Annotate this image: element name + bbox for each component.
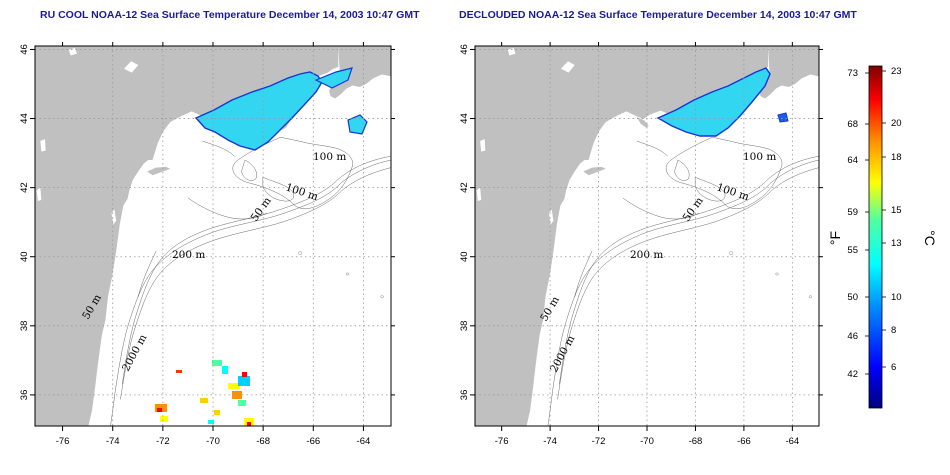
lon-tick-label: -68 <box>689 436 703 447</box>
colorbar-gradient <box>868 65 883 409</box>
lon-tick-label: -68 <box>256 436 270 447</box>
lat-tick-label: 42 <box>459 182 470 193</box>
lat-tick-label: 46 <box>459 44 470 55</box>
contour-label: 200 m <box>630 249 663 261</box>
lon-tick-label: -66 <box>737 436 751 447</box>
lon-tick-label: -72 <box>592 436 606 447</box>
celsius-tick-label: 6 <box>891 362 896 373</box>
map-panel-raw: -76 -74 -72 -70 -68 -66 -64 46 44 42 40 38 36 <box>19 42 395 447</box>
fahrenheit-tick-label: 64 <box>847 155 858 166</box>
fahrenheit-tick-label: 55 <box>847 245 858 256</box>
lat-tick-label: 38 <box>459 321 470 332</box>
map-panel-declouded: -76 -74 -72 -70 -68 -66 -64 46 44 42 40 38 36 <box>459 42 823 447</box>
lat-tick-label: 40 <box>19 251 30 262</box>
lon-tick-label: -70 <box>640 436 654 447</box>
fahrenheit-tick-label: 59 <box>847 207 858 218</box>
sst-warm-pixels <box>155 360 254 426</box>
lat-tick-label: 40 <box>459 251 470 262</box>
celsius-tick-label: 23 <box>891 66 902 77</box>
fahrenheit-tick-label: 68 <box>847 119 858 130</box>
lat-tick-label: 46 <box>19 44 30 55</box>
lat-lon-grid-declouded <box>475 46 819 426</box>
contour-label: 100 m <box>313 151 346 163</box>
fahrenheit-label: °F <box>827 231 843 245</box>
lon-tick-label: -74 <box>543 436 557 447</box>
contour-label: 100 m <box>743 151 776 163</box>
lon-tick-label: -76 <box>56 436 70 447</box>
celsius-tick-label: 10 <box>891 292 902 303</box>
lon-tick-label: -76 <box>495 436 509 447</box>
lat-tick-label: 44 <box>459 113 470 124</box>
lat-tick-label: 36 <box>459 390 470 401</box>
celsius-label: °C <box>922 230 938 246</box>
lon-tick-label: -70 <box>206 436 220 447</box>
sst-patch-gulf-of-maine-declouded <box>656 67 789 137</box>
celsius-tick-label: 13 <box>891 238 902 249</box>
fahrenheit-tick-label: 50 <box>847 292 858 303</box>
lon-tick-label: -64 <box>785 436 799 447</box>
lon-tick-label: -66 <box>306 436 320 447</box>
lon-tick-label: -72 <box>156 436 170 447</box>
celsius-tick-label: 18 <box>891 152 902 163</box>
celsius-tick-label: 15 <box>891 205 902 216</box>
fahrenheit-tick-label: 42 <box>847 369 858 380</box>
axis-ticks-raw: -76 -74 -72 -70 -68 -66 -64 46 44 42 40 38 36 <box>19 42 395 447</box>
fahrenheit-tick-label: 46 <box>847 331 858 342</box>
celsius-tick-label: 8 <box>891 325 896 336</box>
axis-ticks-declouded: -76 -74 -72 -70 -68 -66 -64 46 44 42 40 38 36 <box>459 42 823 447</box>
lat-tick-label: 38 <box>19 321 30 332</box>
colorbar: 73 68 64 59 55 50 46 42 23 20 18 15 13 10 8 6 °F °C <box>827 65 938 409</box>
lat-tick-label: 42 <box>19 182 30 193</box>
lon-tick-label: -74 <box>106 436 120 447</box>
fahrenheit-tick-label: 73 <box>847 68 858 79</box>
lon-tick-label: -64 <box>357 436 371 447</box>
contour-label: 200 m <box>172 249 205 261</box>
celsius-tick-label: 20 <box>891 118 902 129</box>
lat-lon-grid <box>35 46 391 426</box>
panel-title-declouded: DECLOUDED NOAA-12 Sea Surface Temperatur… <box>459 9 857 21</box>
sst-patch-gulf-of-maine <box>194 67 368 151</box>
lat-tick-label: 36 <box>19 390 30 401</box>
lat-tick-label: 44 <box>19 113 30 124</box>
panel-title-raw: RU COOL NOAA-12 Sea Surface Temperature … <box>40 9 420 21</box>
